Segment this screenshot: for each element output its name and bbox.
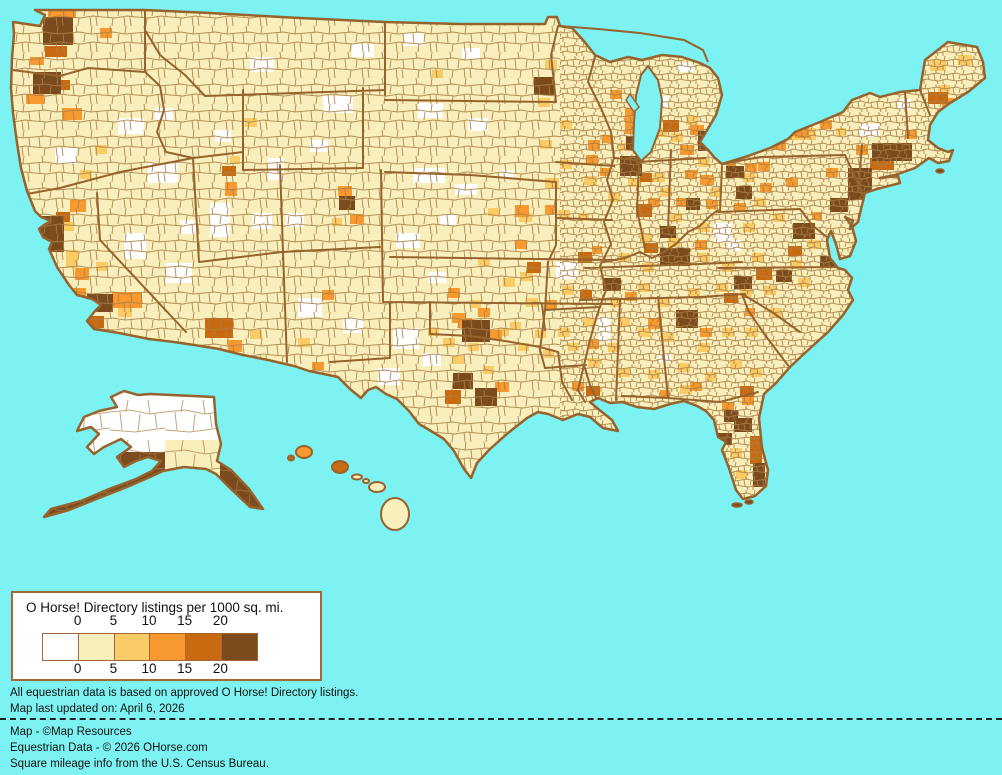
data-source-note: All equestrian data is based on approved… [10,687,359,699]
legend-tick-label: 10 [141,613,157,628]
lake-michigan [631,64,664,163]
legend-swatch [77,634,114,660]
hawaii-island [362,478,370,484]
lake-superior-border [559,25,709,63]
legend-tick-label: 5 [109,661,118,676]
legend-tick-label: 0 [73,661,82,676]
legend-swatch [185,634,222,660]
legend-title: O Horse! Directory listings per 1000 sq.… [26,600,284,615]
hawaii-island [351,473,363,481]
hawaii-inset [287,445,410,531]
legend-swatch [113,634,150,660]
legend-tick-label: 0 [73,613,82,628]
islet [731,502,743,508]
alaska-inset [42,389,265,519]
legend-tick-label: 20 [212,613,228,628]
legend-tick-label: 5 [109,613,118,628]
last-updated-note: Map last updated on: April 6, 2026 [10,703,185,715]
small-islands [731,168,945,508]
legend-tick-label: 10 [141,661,157,676]
density-patch [44,452,170,517]
hawaii-island [287,454,295,462]
density-patch [30,252,42,262]
map-legend: O Horse! Directory listings per 1000 sq.… [11,591,322,681]
green-bay [625,92,640,114]
alaska-borough-lines [44,391,263,517]
equestrian-data-credit: Equestrian Data - © 2026 OHorse.com [10,742,208,754]
map-credit: Map - ©Map Resources [10,726,132,738]
legend-swatch [43,634,78,660]
hawaii-island [295,445,313,459]
state-borders [11,10,931,404]
hawaii-island [368,481,386,493]
legend-swatch [149,634,186,660]
dashed-separator [0,718,1002,720]
legend-tick-label: 15 [177,613,193,628]
islet [744,499,754,505]
census-credit: Square mileage info from the U.S. Census… [10,758,269,770]
density-patch [855,58,869,68]
legend-tick-label: 20 [212,661,228,676]
hawaii-island [331,460,349,474]
legend-tick-label: 15 [177,661,193,676]
great-lakes [559,25,709,163]
legend-color-ramp [42,633,258,661]
hawaii-island [380,497,410,531]
islet [935,168,945,174]
legend-swatch [221,634,257,660]
